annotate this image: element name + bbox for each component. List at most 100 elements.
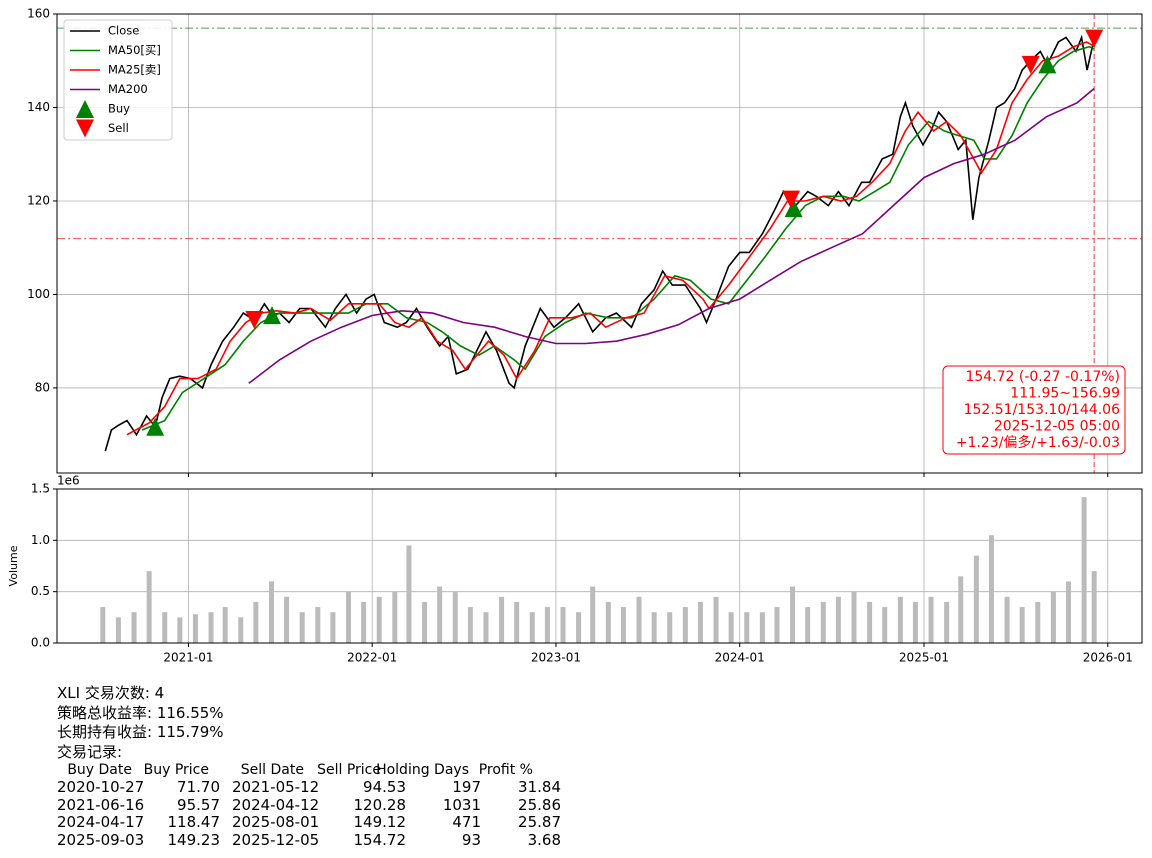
x-tick-label: 2026-01 — [1083, 651, 1133, 665]
volume-bar — [131, 612, 137, 643]
volume-bar — [544, 607, 550, 643]
volume-bar — [667, 612, 673, 643]
volume-bar — [483, 612, 489, 643]
table-cell: 2024-04-17 — [57, 813, 145, 831]
table-header: Profit % — [478, 762, 533, 778]
table-cell: 31.84 — [518, 778, 561, 796]
volume-bar — [882, 607, 888, 643]
info-text: 154.72 (-0.27 -0.17%) — [965, 369, 1120, 385]
trade-marker — [1021, 55, 1040, 74]
table-cell: 2025-12-05 — [232, 830, 320, 849]
volume-bar — [514, 601, 520, 643]
table-cell: 120.28 — [353, 795, 407, 814]
volume-bar — [452, 591, 458, 643]
table-cell: 471 — [452, 813, 481, 831]
volume-bar — [728, 612, 734, 643]
volume-bar — [253, 601, 259, 643]
volume-bar — [146, 571, 152, 643]
info-text: 152.51/153.10/144.06 — [964, 402, 1120, 418]
volume-bar — [467, 607, 473, 643]
table-cell: 154.72 — [353, 830, 407, 849]
volume-bar — [315, 607, 321, 643]
volume-bar — [928, 596, 934, 643]
summary-line: XLI 交易次数: 4 — [57, 684, 165, 702]
volume-bar — [820, 601, 826, 643]
legend-label: MA50[买] — [108, 43, 161, 57]
table-cell: 2020-10-27 — [57, 778, 145, 796]
table-cell: 2021-05-12 — [232, 778, 320, 796]
volume-bar — [437, 586, 443, 643]
volume-bar — [529, 612, 535, 643]
table-cell: 149.23 — [167, 830, 221, 849]
info-text: 2025-12-05 05:00 — [994, 419, 1120, 435]
axes-frame — [56, 488, 1143, 644]
volume-bar — [590, 586, 596, 643]
axes-frame — [56, 13, 1143, 474]
volume-bar — [636, 596, 642, 643]
volume-bar — [1050, 591, 1056, 643]
legend-label: Close — [108, 24, 139, 38]
volume-bar — [759, 612, 765, 643]
offset-label: 1e6 — [57, 474, 80, 488]
chart: 80 100 120 140 160 Close MA50[买] MA25[卖] MA200 Bu… — [7, 7, 1143, 665]
summary-line: 策略总收益率: 116.55% — [57, 703, 224, 722]
table-cell: 2024-04-12 — [232, 795, 320, 814]
trade-marker — [1038, 55, 1057, 74]
volume-bar — [851, 591, 857, 643]
volume-bar — [805, 607, 811, 643]
table-cell: 3.68 — [527, 830, 561, 849]
table-cell: 197 — [452, 778, 481, 796]
volume-bar — [1019, 607, 1025, 643]
volume-bar — [912, 601, 918, 643]
legend-label: MA25[卖] — [108, 63, 161, 77]
trade-marker — [784, 199, 803, 218]
table-cell: 25.86 — [518, 795, 561, 814]
volume-bar — [1081, 497, 1087, 643]
trade-marker — [146, 417, 165, 436]
table-cell: 71.70 — [177, 778, 220, 796]
summary-line: 交易记录: — [57, 742, 123, 761]
table-cell: 95.57 — [177, 795, 220, 814]
table-cell: 1031 — [442, 795, 481, 814]
volume-bar — [682, 607, 688, 643]
volume-bar — [422, 601, 428, 643]
trade-marker — [262, 306, 281, 325]
volume-bar — [560, 607, 566, 643]
y-tick-label: 1.0 — [31, 533, 50, 547]
table-header: Sell Price — [317, 762, 381, 778]
table-cell: 2025-08-01 — [232, 813, 320, 831]
trade-marker — [1085, 29, 1104, 48]
y-tick-label: 120 — [27, 193, 50, 207]
legend-label: Sell — [108, 121, 129, 135]
table-cell: 118.47 — [167, 813, 221, 831]
volume-bar — [177, 617, 183, 643]
volume-bar — [744, 612, 750, 643]
volume-bar — [697, 601, 703, 643]
volume-bar — [620, 607, 626, 643]
volume-bar — [1065, 581, 1071, 643]
volume-bar — [790, 586, 796, 643]
x-tick-label: 2025-01 — [899, 651, 949, 665]
volume-bar — [576, 612, 582, 643]
volume-bar — [208, 612, 214, 643]
price-line — [248, 87, 1095, 384]
table-cell: 25.87 — [518, 813, 561, 831]
price-line — [126, 41, 1095, 436]
volume-bar — [192, 614, 198, 643]
volume-bar — [1035, 601, 1041, 643]
info-text: 111.95~156.99 — [1010, 386, 1120, 402]
info-box — [942, 365, 1126, 455]
trade-marker — [782, 190, 801, 209]
price-line — [141, 45, 1095, 431]
volume-bar — [299, 612, 305, 643]
volume-bar — [944, 601, 950, 643]
volume-bar — [406, 545, 412, 643]
volume-bar — [1091, 571, 1097, 643]
legend-label: Buy — [108, 102, 130, 116]
volume-bar — [361, 601, 367, 643]
legend-marker — [76, 100, 94, 118]
volume-bar — [988, 535, 994, 643]
x-tick-label: 2023-01 — [531, 651, 581, 665]
table-header: Sell Date — [240, 762, 304, 778]
